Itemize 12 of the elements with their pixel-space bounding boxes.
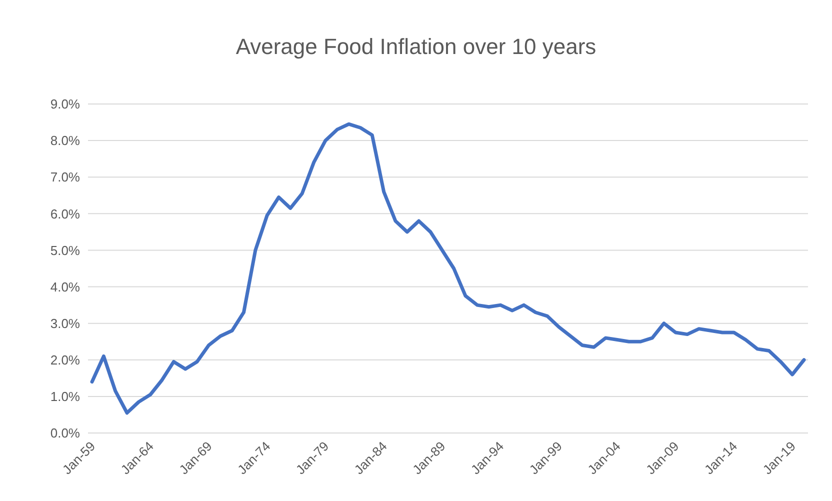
y-tick-label: 2.0% — [50, 352, 80, 368]
chart-title: Average Food Inflation over 10 years — [234, 33, 598, 61]
y-tick-label: 5.0% — [50, 242, 80, 258]
y-tick-label: 8.0% — [50, 133, 80, 148]
y-tick-label: 6.0% — [50, 206, 80, 222]
y-tick-label: 4.0% — [50, 279, 80, 294]
y-tick-label: 0.0% — [50, 426, 80, 441]
y-tick-label: 1.0% — [50, 389, 80, 404]
y-tick-label: 3.0% — [50, 316, 80, 331]
y-tick-label: 7.0% — [50, 170, 80, 185]
y-tick-label: 9.0% — [50, 96, 80, 112]
line-series — [90, 122, 806, 415]
